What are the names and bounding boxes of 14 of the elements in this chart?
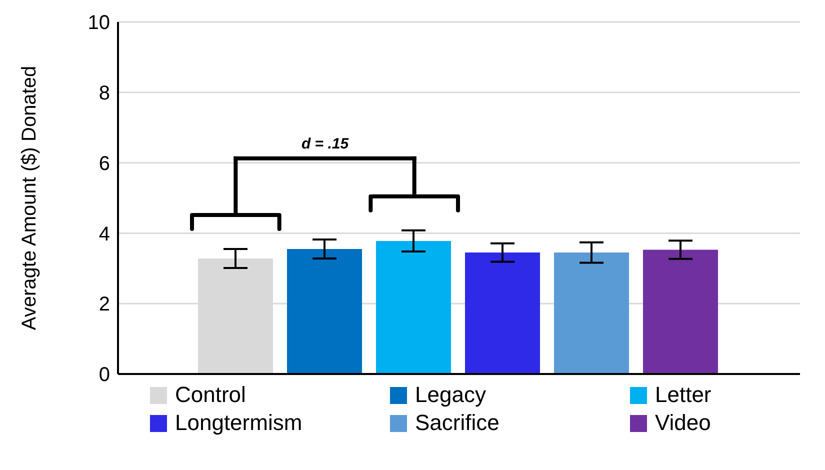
legend-label: Control — [174, 382, 247, 408]
y-tick-label: 4 — [98, 223, 110, 246]
y-tick-label: 10 — [88, 12, 110, 34]
legend-label: Video — [654, 410, 712, 436]
legend-label: Sacrifice — [414, 410, 500, 436]
annotation: d = .15 — [301, 135, 350, 152]
y-axis-title: Averagte Amount ($) Donated — [18, 66, 40, 330]
y-tick-label: 8 — [98, 82, 110, 104]
legend-label: Longtermism — [174, 410, 304, 436]
legend-label: Legacy — [414, 382, 487, 408]
y-tick-label: 2 — [98, 294, 110, 316]
y-tick-label: 0 — [98, 364, 110, 386]
legend-label: Letter — [654, 382, 712, 408]
y-tick-label: 6 — [98, 152, 110, 175]
